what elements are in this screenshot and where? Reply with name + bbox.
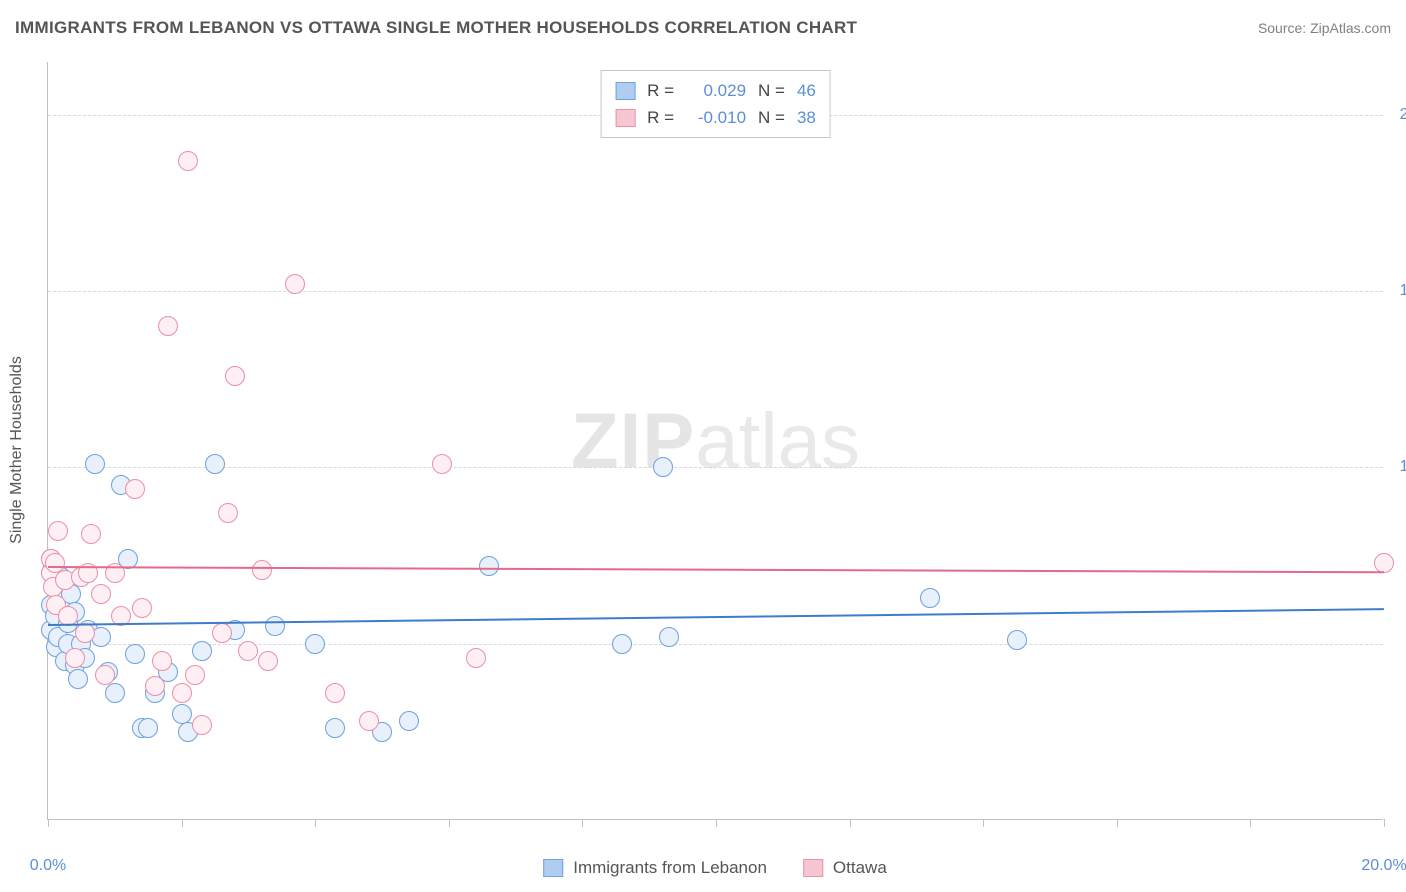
- regression-line-ott: [48, 566, 1384, 573]
- data-point-ott: [466, 648, 486, 668]
- data-point-leb: [659, 627, 679, 647]
- x-tick: [182, 819, 183, 827]
- swatch-leb-bottom: [543, 859, 563, 877]
- data-point-ott: [65, 648, 85, 668]
- data-point-leb: [192, 641, 212, 661]
- x-tick: [983, 819, 984, 827]
- r-val-leb: 0.029: [686, 77, 746, 104]
- data-point-leb: [612, 634, 632, 654]
- data-point-ott: [258, 651, 278, 671]
- data-point-ott: [252, 560, 272, 580]
- x-tick-label: 20.0%: [1361, 857, 1406, 875]
- y-tick-label: 15.0%: [1400, 282, 1406, 300]
- data-point-ott: [212, 623, 232, 643]
- data-point-ott: [225, 366, 245, 386]
- data-point-ott: [432, 454, 452, 474]
- swatch-leb: [615, 82, 635, 100]
- x-tick: [1384, 819, 1385, 827]
- swatch-ott: [615, 109, 635, 127]
- data-point-ott: [238, 641, 258, 661]
- legend-label-ott: Ottawa: [833, 858, 887, 878]
- source-label: Source: ZipAtlas.com: [1258, 20, 1391, 36]
- y-tick-label: 10.0%: [1400, 458, 1406, 476]
- n-val-leb: 46: [797, 77, 816, 104]
- watermark: ZIPatlas: [571, 395, 860, 486]
- watermark-atlas: atlas: [695, 396, 860, 484]
- data-point-ott: [145, 676, 165, 696]
- x-tick: [1117, 819, 1118, 827]
- data-point-leb: [265, 616, 285, 636]
- data-point-ott: [192, 715, 212, 735]
- gridline: [48, 467, 1383, 468]
- data-point-leb: [399, 711, 419, 731]
- x-tick: [1250, 819, 1251, 827]
- scatter-plot: ZIPatlas R = 0.029 N = 46 R = -0.010 N =…: [47, 62, 1383, 820]
- data-point-ott: [1374, 553, 1394, 573]
- legend-bottom: Immigrants from Lebanon Ottawa: [543, 858, 887, 878]
- x-tick: [716, 819, 717, 827]
- data-point-leb: [920, 588, 940, 608]
- data-point-leb: [125, 644, 145, 664]
- r-val-ott: -0.010: [686, 104, 746, 131]
- legend-stats-row-ott: R = -0.010 N = 38: [615, 104, 816, 131]
- x-tick: [48, 819, 49, 827]
- data-point-ott: [185, 665, 205, 685]
- data-point-ott: [91, 584, 111, 604]
- x-tick: [449, 819, 450, 827]
- y-tick-label: 20.0%: [1400, 106, 1406, 124]
- data-point-leb: [205, 454, 225, 474]
- data-point-ott: [95, 665, 115, 685]
- data-point-ott: [125, 479, 145, 499]
- data-point-leb: [653, 457, 673, 477]
- data-point-ott: [325, 683, 345, 703]
- n-lab-leb: N =: [758, 77, 785, 104]
- data-point-ott: [75, 623, 95, 643]
- data-point-leb: [479, 556, 499, 576]
- data-point-leb: [138, 718, 158, 738]
- data-point-ott: [172, 683, 192, 703]
- r-lab-ott: R =: [647, 104, 674, 131]
- data-point-ott: [158, 316, 178, 336]
- n-lab-ott: N =: [758, 104, 785, 131]
- data-point-ott: [48, 521, 68, 541]
- legend-stats-row-leb: R = 0.029 N = 46: [615, 77, 816, 104]
- data-point-ott: [81, 524, 101, 544]
- x-tick: [582, 819, 583, 827]
- data-point-ott: [178, 151, 198, 171]
- data-point-ott: [152, 651, 172, 671]
- data-point-leb: [91, 627, 111, 647]
- swatch-ott-bottom: [803, 859, 823, 877]
- data-point-leb: [68, 669, 88, 689]
- data-point-leb: [1007, 630, 1027, 650]
- x-tick-label: 0.0%: [30, 857, 66, 875]
- legend-label-leb: Immigrants from Lebanon: [573, 858, 767, 878]
- data-point-leb: [325, 718, 345, 738]
- n-val-ott: 38: [797, 104, 816, 131]
- gridline: [48, 291, 1383, 292]
- data-point-ott: [218, 503, 238, 523]
- legend-stats: R = 0.029 N = 46 R = -0.010 N = 38: [600, 70, 831, 138]
- data-point-ott: [285, 274, 305, 294]
- chart-title: IMMIGRANTS FROM LEBANON VS OTTAWA SINGLE…: [15, 18, 857, 38]
- data-point-leb: [105, 683, 125, 703]
- watermark-zip: ZIP: [571, 396, 695, 484]
- y-axis-label: Single Mother Households: [8, 356, 26, 544]
- regression-line-leb: [48, 608, 1384, 626]
- data-point-leb: [305, 634, 325, 654]
- data-point-leb: [85, 454, 105, 474]
- data-point-ott: [132, 598, 152, 618]
- r-lab-leb: R =: [647, 77, 674, 104]
- x-tick: [315, 819, 316, 827]
- data-point-ott: [359, 711, 379, 731]
- data-point-ott: [58, 606, 78, 626]
- legend-item-ott: Ottawa: [803, 858, 887, 878]
- x-tick: [850, 819, 851, 827]
- legend-item-leb: Immigrants from Lebanon: [543, 858, 767, 878]
